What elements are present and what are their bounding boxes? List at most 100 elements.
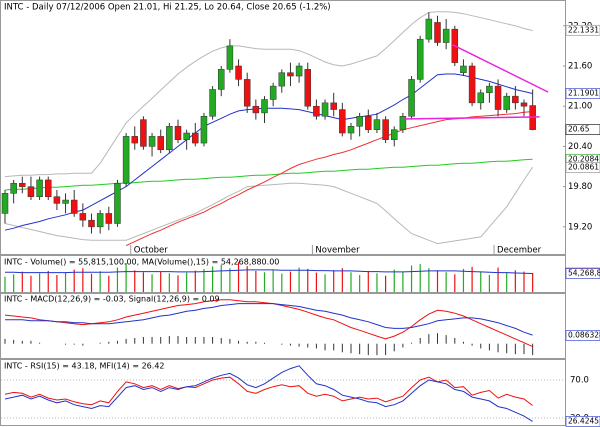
overlay-line — [4, 158, 533, 191]
last-value-box — [565, 162, 600, 173]
last-value-label: 21.1901 — [568, 88, 599, 97]
x-tick-label: December — [497, 246, 542, 256]
candle-body — [261, 99, 268, 114]
candle-body — [512, 95, 519, 104]
candle-body — [269, 85, 277, 100]
y-tick-label: 21.60 — [568, 61, 592, 71]
candle-body — [313, 105, 320, 117]
y-tick-label: 20.40 — [568, 142, 592, 152]
candle-body — [192, 132, 199, 144]
volume-ma-line — [5, 269, 533, 274]
chart-title: INTC - Daily 07/12/2006 Open 21.01, Hi 2… — [4, 3, 331, 13]
candle-body — [235, 65, 242, 80]
panel-label: INTC - MACD(12,26,9) = -0.03, Signal(12,… — [4, 295, 220, 304]
y-tick-label: 70.0 — [570, 376, 589, 386]
candle-body — [36, 179, 43, 197]
candle-body — [520, 102, 528, 107]
last-value-box — [565, 416, 600, 427]
candle-body — [62, 199, 69, 204]
candle-body — [347, 126, 355, 134]
candle-body — [503, 95, 510, 110]
x-tick-label: November — [315, 246, 360, 256]
candle-body — [183, 132, 190, 140]
candle-body — [460, 65, 467, 73]
panel-label: INTC - Volume() = 55,815,100.00, MA(Volu… — [4, 258, 279, 267]
candle-body — [114, 183, 121, 224]
last-value-box — [565, 268, 600, 279]
candle-body — [382, 119, 389, 140]
candle-body — [218, 69, 225, 90]
last-value-box — [565, 124, 600, 135]
y-tick-label: 19.20 — [568, 222, 592, 232]
overlay-line — [4, 11, 533, 178]
candle-body — [278, 72, 286, 87]
candle-body — [477, 92, 484, 104]
candle-body — [209, 89, 216, 117]
candle-body — [339, 109, 346, 134]
last-value-label: 20.65 — [568, 125, 590, 134]
last-value-label: 54,268,880 — [568, 269, 600, 278]
candle-body — [365, 116, 372, 130]
last-value-label: 22.1331 — [568, 25, 599, 34]
candle-body — [88, 219, 95, 228]
trendline — [402, 116, 540, 120]
candle-body — [356, 116, 363, 127]
candle-body — [243, 79, 251, 107]
candle-body — [442, 28, 450, 43]
candle-body — [122, 136, 130, 184]
last-value-label: 0.086328 — [568, 330, 600, 339]
candle-body — [105, 213, 113, 224]
candle-body — [96, 213, 104, 228]
overlay-line — [4, 73, 533, 231]
last-value-label: 20.2084 — [568, 154, 599, 163]
candle-body — [10, 183, 17, 194]
overlay-line — [4, 166, 534, 245]
candle-body — [226, 45, 234, 70]
last-value-box — [565, 24, 600, 36]
y-tick-label: 19.80 — [568, 182, 592, 192]
candle-body — [200, 116, 208, 144]
rsi-line — [4, 365, 533, 422]
candle-body — [27, 186, 35, 197]
candle-body — [53, 196, 61, 204]
macd-panel — [0, 293, 566, 359]
candle-body — [1, 193, 9, 214]
rsi-panel — [0, 359, 566, 426]
y-tick-label: 21.00 — [568, 102, 592, 112]
candle-body — [330, 102, 337, 110]
candle-body — [408, 79, 415, 117]
candle-body — [19, 183, 26, 187]
last-value-box — [565, 88, 600, 99]
candle-body — [304, 69, 311, 107]
macd-line — [5, 303, 533, 336]
rsi-line — [4, 376, 533, 406]
candle-body — [166, 126, 173, 151]
volume-panel — [0, 255, 566, 293]
candle-body — [425, 18, 433, 40]
price-panel — [0, 0, 566, 255]
last-value-box — [565, 330, 600, 341]
candle-body — [79, 213, 87, 221]
candle-body — [287, 72, 294, 77]
candle-body — [391, 129, 398, 140]
candle-body — [252, 105, 260, 114]
candle-body — [416, 38, 424, 80]
candle-body — [468, 65, 476, 104]
last-value-label: 26.4245 — [568, 416, 599, 425]
candle-body — [140, 119, 147, 147]
candle-body — [157, 136, 164, 151]
trendline — [451, 43, 549, 93]
candle-body — [70, 199, 78, 214]
candle-body — [131, 136, 138, 144]
candle-body — [321, 102, 329, 117]
candle-body — [45, 179, 52, 197]
candle-body — [174, 126, 182, 140]
candle-body — [494, 85, 502, 110]
candle-body — [148, 136, 156, 147]
x-tick-label: October — [134, 246, 169, 256]
candle-body — [486, 85, 493, 94]
candle-body — [434, 22, 441, 43]
candle-body — [295, 65, 303, 77]
